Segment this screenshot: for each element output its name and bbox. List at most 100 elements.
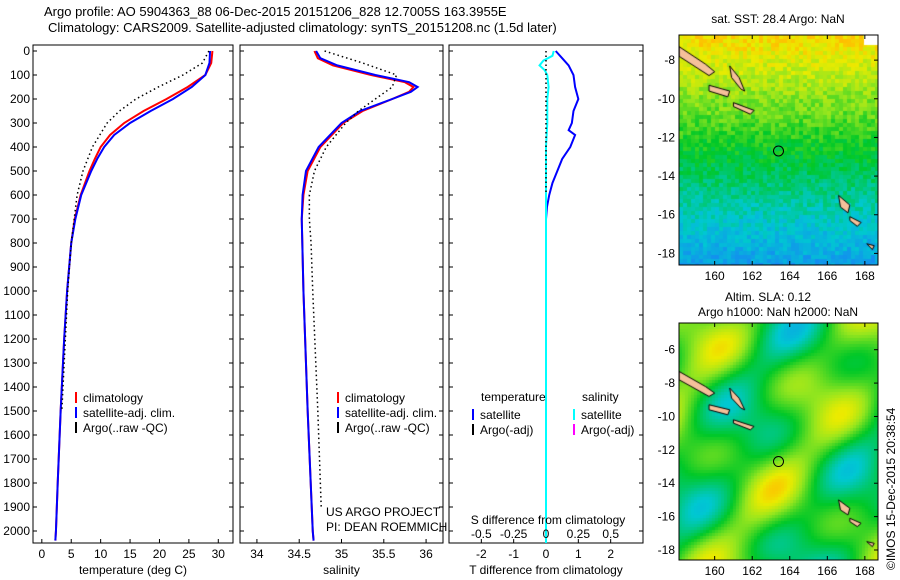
y-tick-label: 700 <box>10 212 30 226</box>
plot-frame <box>239 44 444 544</box>
plot-frame <box>32 44 234 544</box>
x-tick-label: -1 <box>508 547 519 561</box>
series-line-temperature-satellite <box>545 50 580 543</box>
series-line-climatology <box>300 50 415 541</box>
argo-position-marker <box>773 456 784 468</box>
x-tick-label: 160 <box>705 269 725 283</box>
y-tick-label: -16 <box>658 510 676 524</box>
y-tick-label: 1800 <box>3 476 30 490</box>
y-tick-label: 100 <box>10 68 30 82</box>
x-tick-label: 160 <box>705 564 725 578</box>
legend-label: climatology <box>345 391 405 405</box>
x2-tick-label: 0.25 <box>567 527 591 541</box>
legend-swatch <box>75 422 77 433</box>
x-axis-label: temperature (deg C) <box>79 563 187 577</box>
legend-label: satellite-adj. clim. <box>83 406 175 420</box>
x2-tick-label: 0 <box>543 527 550 541</box>
x-tick-label: 5 <box>68 547 75 561</box>
y-tick-label: -14 <box>658 476 676 490</box>
series-line-satellite-adj-clim- <box>54 50 212 541</box>
x-tick-label: 2 <box>607 547 614 561</box>
y-tick-label: 1200 <box>3 332 30 346</box>
x-tick-label: 166 <box>817 269 837 283</box>
legend-swatch <box>472 409 474 420</box>
legend-label: climatology <box>83 391 143 405</box>
x-tick-label: 30 <box>212 547 226 561</box>
map-title-line-2: Argo h1000: NaN h2000: NaN <box>698 305 858 319</box>
x-tick-label: 166 <box>817 564 837 578</box>
argo-position-marker <box>773 145 784 157</box>
x-tick-label: 20 <box>153 547 167 561</box>
x-tick-label: 35 <box>335 547 349 561</box>
x-tick-label: 36 <box>419 547 433 561</box>
legend-label: Argo(..raw -QC) <box>83 421 168 435</box>
x-tick-label: 10 <box>94 547 108 561</box>
x-tick-label: 35.5 <box>372 547 396 561</box>
series-line-argo-raw-qc- <box>308 50 398 508</box>
y-tick-label: -18 <box>658 246 676 260</box>
y-tick-label: 1400 <box>3 380 30 394</box>
y-tick-label: -10 <box>658 92 676 106</box>
legend-swatch <box>573 409 575 420</box>
x-tick-label: 1 <box>575 547 582 561</box>
x-tick-label: 0 <box>38 547 45 561</box>
series-line-satellite-adj-clim- <box>300 50 420 541</box>
legend-label: Argo(-adj) <box>581 423 634 437</box>
y-tick-label: 1300 <box>3 356 30 370</box>
y-tick-label: 500 <box>10 164 30 178</box>
map-title: sat. SST: 28.4 Argo: NaN <box>711 12 844 26</box>
x-axis-label: T difference from climatology <box>469 563 623 577</box>
map-title-line-1: Altim. SLA: 0.12 <box>725 290 811 304</box>
x-tick-label: 25 <box>182 547 196 561</box>
legend-label: Argo(..raw -QC) <box>345 421 430 435</box>
legend-label: satellite-adj. clim. <box>345 406 437 420</box>
x2-tick-label: -0.25 <box>500 527 528 541</box>
legend-swatch <box>337 392 339 403</box>
title-line-2: Climatology: CARS2009. Satellite-adjuste… <box>48 20 557 35</box>
y-tick-label: 200 <box>10 92 30 106</box>
y-tick-label: 1100 <box>4 308 30 322</box>
y-tick-label: -8 <box>664 376 675 390</box>
legend-swatch <box>573 424 575 435</box>
legend-label: Argo(-adj) <box>480 423 533 437</box>
y-tick-label: 1000 <box>3 284 30 298</box>
series-line-argo-raw-qc- <box>61 50 210 412</box>
x2-tick-label: -0.5 <box>471 527 492 541</box>
legend-header: temperature <box>481 390 546 404</box>
y-tick-label: 400 <box>10 140 30 154</box>
x-tick-label: 162 <box>742 269 762 283</box>
legend-swatch <box>337 422 339 433</box>
legend-label: satellite <box>581 408 622 422</box>
x-axis-label: salinity <box>323 563 360 577</box>
x2-axis-label: S difference from climatology <box>471 513 626 527</box>
y-tick-label: -10 <box>658 409 676 423</box>
x-tick-label: 168 <box>855 269 875 283</box>
x-tick-label: 162 <box>742 564 762 578</box>
annotation: US ARGO PROJECT <box>326 505 441 519</box>
y-tick-label: 1600 <box>3 428 30 442</box>
y-tick-label: -8 <box>664 53 675 67</box>
timestamp: ©IMOS 15-Dec-2015 20:38:54 <box>884 407 898 570</box>
y-tick-label: -14 <box>658 169 676 183</box>
legend-header: salinity <box>582 390 619 404</box>
y-tick-label: 800 <box>10 236 30 250</box>
sst-map <box>679 35 878 265</box>
annotation: PI: DEAN ROEMMICH <box>326 520 447 534</box>
map-frame <box>678 34 879 266</box>
legend-swatch <box>337 407 339 418</box>
x-tick-label: 168 <box>855 564 875 578</box>
map-frame <box>678 322 879 561</box>
x2-tick-label: 0.5 <box>602 527 619 541</box>
y-tick-label: 1700 <box>3 452 30 466</box>
x-tick-label: 34 <box>250 547 264 561</box>
y-tick-label: 1900 <box>3 500 30 514</box>
x-tick-label: 15 <box>123 547 137 561</box>
title-line-1: Argo profile: AO 5904363_88 06-Dec-2015 … <box>44 4 507 19</box>
legend-swatch <box>75 392 77 403</box>
y-tick-label: 300 <box>10 116 30 130</box>
y-tick-label: 2000 <box>3 524 30 538</box>
y-tick-label: -16 <box>658 208 676 222</box>
y-tick-label: -12 <box>658 443 676 457</box>
x-tick-label: 164 <box>780 269 800 283</box>
